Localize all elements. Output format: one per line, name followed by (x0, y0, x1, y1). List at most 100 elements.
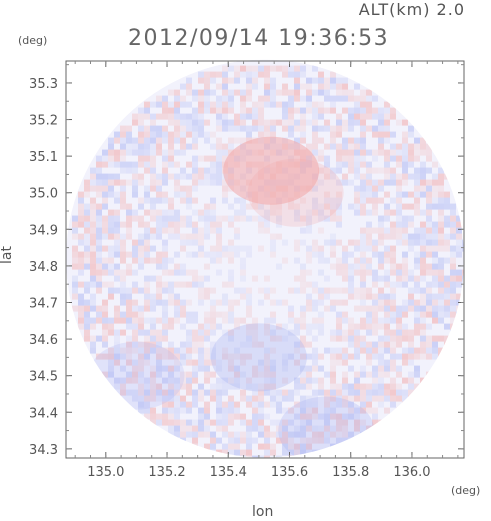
radar-cell (204, 101, 210, 108)
radar-cell (72, 305, 78, 312)
radar-cell (354, 83, 360, 90)
radar-cell (372, 239, 378, 246)
radar-cell (240, 449, 246, 456)
radar-cell (246, 443, 252, 450)
radar-cell (156, 95, 162, 102)
radar-cell (192, 143, 198, 150)
radar-cell (138, 305, 144, 312)
radar-cell (420, 275, 426, 282)
radar-cell (258, 227, 264, 234)
radar-cell (84, 221, 90, 228)
radar-cell (102, 173, 108, 180)
radar-cell (450, 287, 456, 294)
radar-cell (408, 155, 414, 162)
radar-cell (216, 143, 222, 150)
radar-cell (198, 113, 204, 120)
radar-cell (228, 383, 234, 390)
radar-cell (360, 251, 366, 258)
radar-cell (432, 353, 438, 360)
radar-cell (306, 305, 312, 312)
radar-cell (294, 413, 300, 420)
radar-cell (372, 341, 378, 348)
radar-cell (324, 125, 330, 132)
radar-cell (264, 431, 270, 438)
radar-cell (336, 443, 342, 450)
radar-cell (264, 101, 270, 108)
radar-cell (204, 209, 210, 216)
y-tick-label: 34.5 (29, 370, 58, 385)
radar-cell (96, 251, 102, 258)
radar-cell (264, 317, 270, 324)
radar-cell (228, 353, 234, 360)
radar-cell (306, 401, 312, 408)
radar-cell (102, 371, 108, 378)
radar-cell (414, 239, 420, 246)
radar-cell (162, 305, 168, 312)
radar-cell (204, 419, 210, 426)
radar-cell (186, 215, 192, 222)
radar-cell (168, 395, 174, 402)
radar-cell (90, 299, 96, 306)
radar-cell (192, 209, 198, 216)
radar-cell (450, 299, 456, 306)
radar-cell (396, 239, 402, 246)
radar-cell (168, 107, 174, 114)
radar-cell (300, 113, 306, 120)
radar-cell (132, 347, 138, 354)
radar-cell (144, 221, 150, 228)
radar-cell (114, 383, 120, 390)
radar-cell (402, 377, 408, 384)
radar-cell (336, 419, 342, 426)
radar-cell (372, 191, 378, 198)
radar-cell (354, 203, 360, 210)
radar-cell (408, 371, 414, 378)
radar-cell (78, 305, 84, 312)
radar-cell (270, 77, 276, 84)
radar-cell (186, 281, 192, 288)
radar-cell (138, 359, 144, 366)
radar-cell (198, 353, 204, 360)
radar-cell (174, 299, 180, 306)
radar-cell (360, 341, 366, 348)
radar-cell (330, 371, 336, 378)
radar-cell (240, 275, 246, 282)
radar-cell (402, 281, 408, 288)
radar-cell (234, 431, 240, 438)
radar-cell (312, 347, 318, 354)
radar-cell (96, 191, 102, 198)
radar-cell (300, 449, 306, 456)
radar-cell (378, 215, 384, 222)
radar-cell (180, 431, 186, 438)
radar-cell (432, 305, 438, 312)
radar-cell (384, 173, 390, 180)
radar-cell (156, 335, 162, 342)
radar-cell (120, 239, 126, 246)
radar-cell (198, 77, 204, 84)
radar-cell (378, 221, 384, 228)
radar-cell (342, 89, 348, 96)
radar-cell (414, 179, 420, 186)
plot-frame (65, 60, 465, 459)
radar-cell (300, 383, 306, 390)
radar-cell (348, 113, 354, 120)
radar-cell (288, 389, 294, 396)
radar-cell (384, 233, 390, 240)
radar-cell (312, 239, 318, 246)
radar-cell (96, 263, 102, 270)
radar-cell (90, 347, 96, 354)
radar-cell (222, 299, 228, 306)
radar-cell (408, 173, 414, 180)
radar-cell (438, 299, 444, 306)
radar-cell (324, 215, 330, 222)
radar-cell (336, 155, 342, 162)
radar-cell (360, 383, 366, 390)
radar-cell (120, 125, 126, 132)
radar-cell (162, 227, 168, 234)
radar-cell (222, 65, 228, 72)
radar-cell (276, 401, 282, 408)
radar-cell (150, 215, 156, 222)
radar-cell (306, 425, 312, 432)
radar-cell (90, 167, 96, 174)
radar-cell (372, 383, 378, 390)
radar-cell (282, 113, 288, 120)
